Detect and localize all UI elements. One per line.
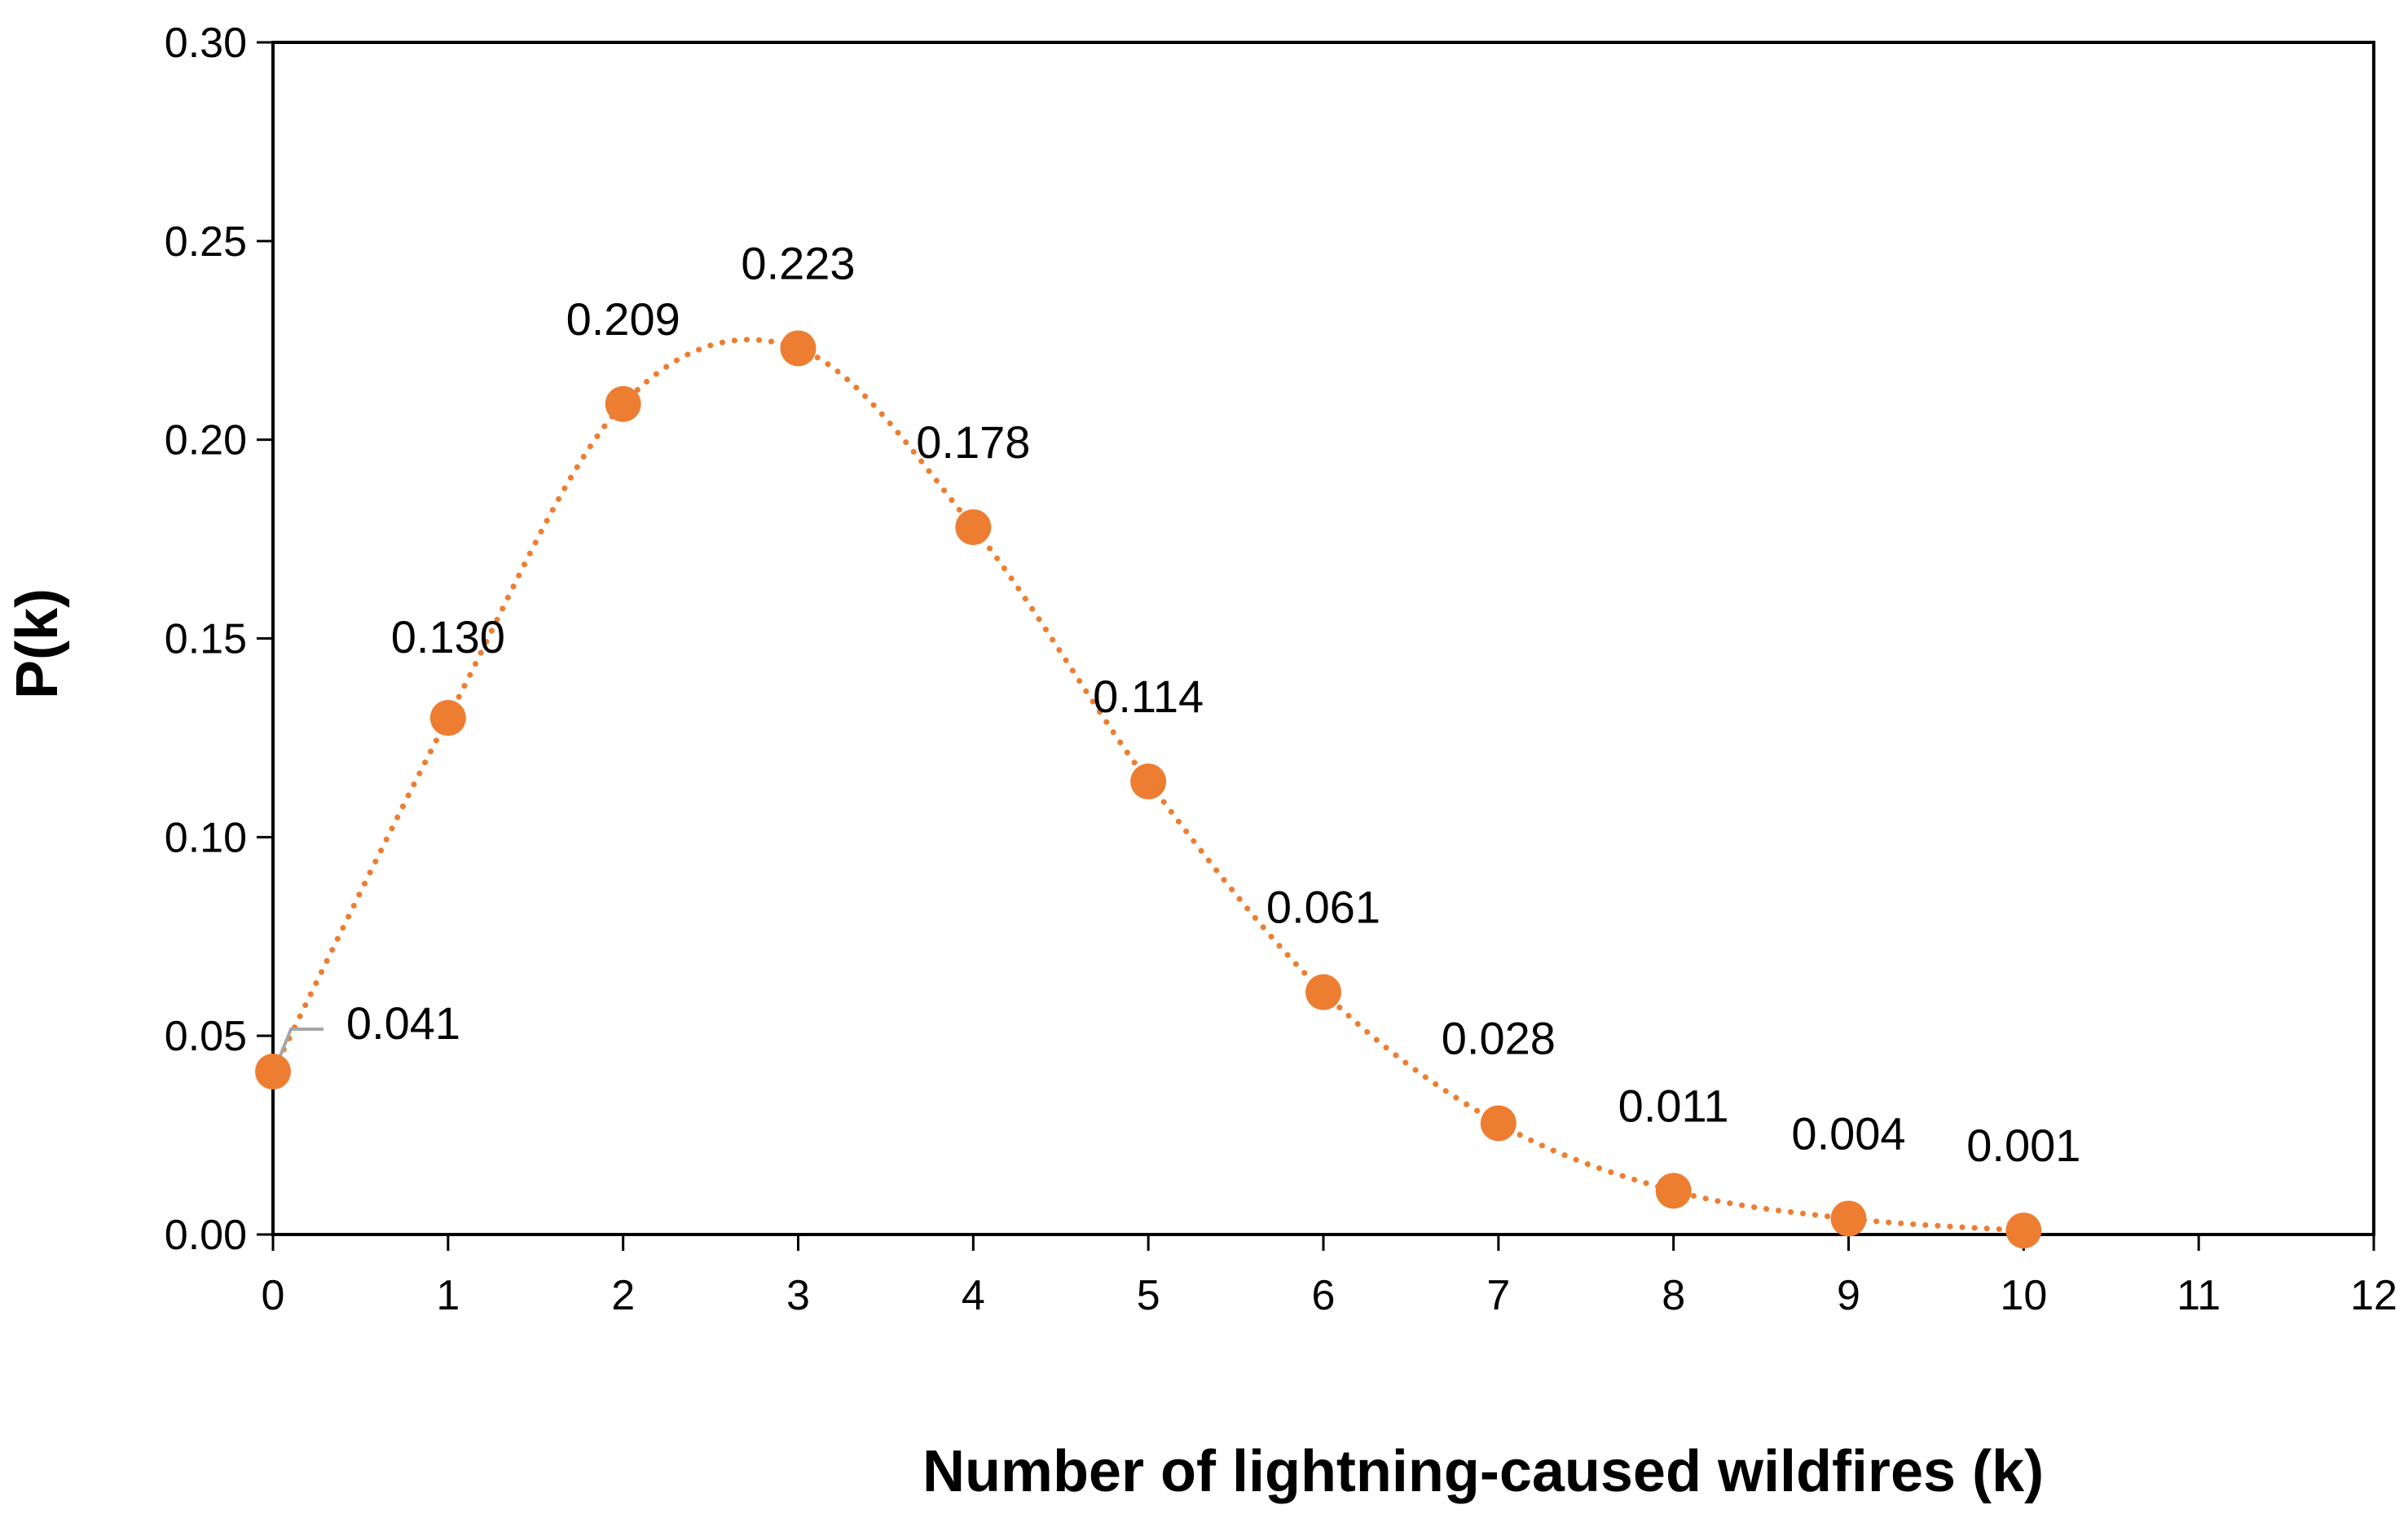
data-label: 0.130 — [391, 611, 505, 662]
data-point — [1305, 974, 1341, 1010]
data-label: 0.061 — [1266, 882, 1380, 933]
data-point — [255, 1054, 291, 1090]
data-label: 0.011 — [1618, 1080, 1729, 1131]
x-axis-ticks: 0 1 2 3 4 5 6 7 8 9 10 11 12 — [262, 1235, 2397, 1319]
leader-line — [276, 1028, 324, 1063]
y-tick-label: 0.25 — [165, 218, 247, 266]
data-points — [255, 330, 2042, 1249]
data-point — [429, 700, 466, 737]
data-point — [1130, 764, 1167, 800]
y-tick-label: 0.05 — [165, 1013, 247, 1060]
x-tick-label: 0 — [262, 1272, 285, 1319]
x-axis-title: Number of lightning-caused wildfires (k) — [922, 1439, 2044, 1504]
data-point — [1655, 1173, 1692, 1209]
data-point — [2005, 1213, 2042, 1249]
x-tick-label: 9 — [1837, 1272, 1860, 1319]
x-tick-label: 10 — [2000, 1272, 2047, 1319]
x-tick-label: 1 — [436, 1272, 460, 1319]
leader-lines — [276, 1028, 324, 1063]
data-labels: 0.041 0.130 0.209 0.223 0.178 0.114 0.061 0.028… — [346, 238, 2080, 1172]
data-point — [955, 508, 992, 545]
data-point — [780, 330, 817, 367]
x-tick-label: 3 — [786, 1272, 810, 1319]
data-label: 0.209 — [566, 293, 680, 345]
data-label: 0.178 — [916, 416, 1030, 468]
data-label: 0.004 — [1791, 1107, 1905, 1159]
data-point — [1830, 1200, 1867, 1237]
data-point — [1480, 1105, 1517, 1142]
data-label: 0.223 — [741, 238, 855, 289]
y-tick-label: 0.15 — [165, 616, 247, 663]
data-point — [605, 385, 641, 422]
y-tick-label: 0.20 — [165, 417, 247, 464]
x-tick-label: 12 — [2350, 1272, 2397, 1319]
y-axis-ticks: 0.00 0.05 0.10 0.15 0.20 0.25 0.30 — [165, 20, 273, 1259]
x-tick-label: 6 — [1312, 1272, 1336, 1319]
data-label: 0.001 — [1966, 1120, 2080, 1171]
y-tick-label: 0.30 — [165, 20, 247, 67]
data-label: 0.028 — [1442, 1012, 1556, 1063]
x-tick-label: 2 — [611, 1272, 635, 1319]
y-tick-label: 0.00 — [165, 1212, 247, 1259]
x-tick-label: 8 — [1662, 1272, 1685, 1319]
data-label: 0.114 — [1093, 671, 1204, 722]
y-axis-title: P(k) — [5, 588, 70, 699]
y-tick-label: 0.10 — [165, 814, 247, 861]
plot-area — [271, 41, 2375, 1236]
x-tick-label: 4 — [962, 1272, 985, 1319]
x-tick-label: 11 — [2177, 1272, 2221, 1319]
x-tick-label: 5 — [1137, 1272, 1160, 1319]
data-label: 0.041 — [346, 997, 460, 1049]
x-tick-label: 7 — [1486, 1272, 1510, 1319]
